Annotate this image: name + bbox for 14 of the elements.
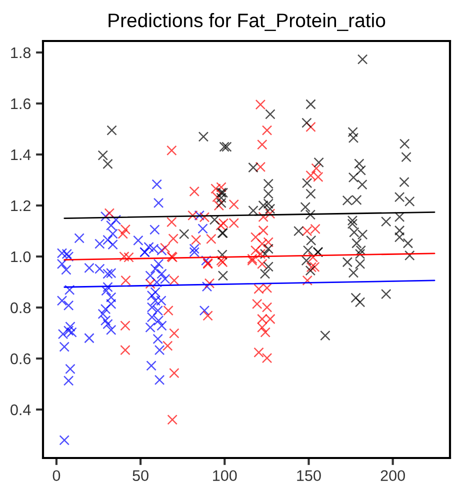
x-tick-label: 0 <box>52 470 60 482</box>
y-tick-label: 0.4 <box>10 404 31 416</box>
y-tick-label: 0.6 <box>10 353 31 364</box>
y-tick-label: 1.6 <box>11 98 31 110</box>
y-tick-label: 1.8 <box>11 47 31 58</box>
x-tick-label: 100 <box>213 470 237 482</box>
y-tick-label: 1.0 <box>11 251 31 262</box>
chart-title: Predictions for Fat_Protein_ratio <box>108 13 386 31</box>
y-tick-label: 1.4 <box>11 150 31 160</box>
y-tick-label: 0.8 <box>10 302 31 314</box>
x-tick-label: 200 <box>380 470 405 482</box>
x-tick-label: 150 <box>297 470 321 482</box>
y-tick-label: 1.2 <box>11 200 30 212</box>
x-tick-label: 50 <box>132 470 148 482</box>
